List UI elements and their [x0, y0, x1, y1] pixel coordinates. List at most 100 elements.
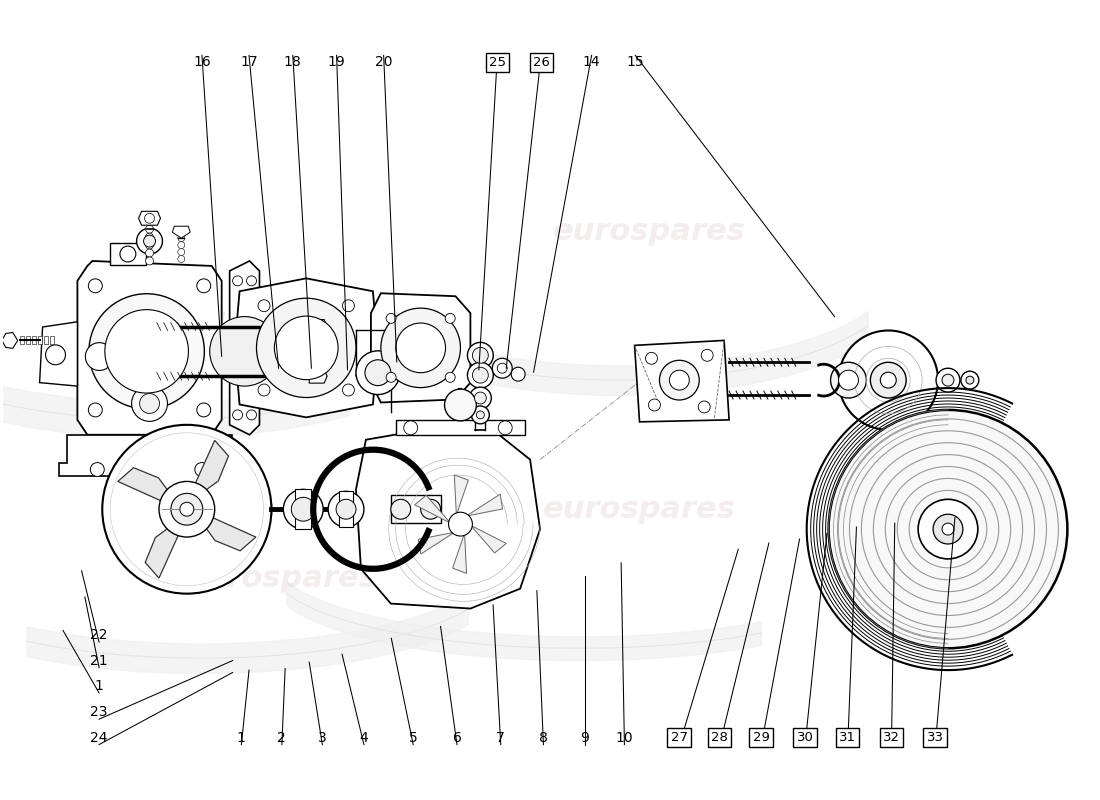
Circle shape — [88, 403, 102, 417]
Circle shape — [145, 233, 154, 241]
Text: 15: 15 — [627, 55, 645, 70]
Circle shape — [145, 226, 154, 233]
Text: 33: 33 — [926, 731, 944, 744]
Circle shape — [381, 308, 461, 387]
Text: 26: 26 — [532, 56, 550, 69]
Circle shape — [966, 376, 974, 384]
Circle shape — [258, 384, 270, 396]
Circle shape — [104, 310, 188, 393]
Circle shape — [870, 362, 906, 398]
Circle shape — [472, 347, 488, 363]
Text: 21: 21 — [90, 654, 108, 667]
Bar — [50, 337, 54, 344]
Text: 7: 7 — [496, 730, 505, 745]
Polygon shape — [371, 294, 471, 402]
Text: 30: 30 — [796, 731, 813, 744]
Circle shape — [180, 502, 194, 516]
Circle shape — [880, 372, 896, 388]
Polygon shape — [145, 521, 185, 578]
Bar — [110, 243, 146, 265]
Circle shape — [404, 421, 418, 434]
Text: 14: 14 — [583, 55, 601, 70]
Bar — [25, 337, 30, 344]
Polygon shape — [464, 494, 503, 518]
Text: 3: 3 — [318, 730, 327, 745]
Polygon shape — [356, 420, 540, 609]
Circle shape — [246, 276, 256, 286]
Bar — [20, 337, 24, 344]
Circle shape — [390, 499, 410, 519]
Circle shape — [342, 384, 354, 396]
Circle shape — [145, 249, 154, 257]
Circle shape — [132, 386, 167, 422]
Text: 5: 5 — [409, 730, 418, 745]
Polygon shape — [234, 278, 378, 418]
Text: 25: 25 — [490, 56, 506, 69]
Circle shape — [512, 367, 525, 381]
Circle shape — [365, 360, 390, 386]
Circle shape — [210, 317, 279, 386]
Text: 29: 29 — [752, 731, 770, 744]
Polygon shape — [2, 333, 18, 348]
Polygon shape — [118, 468, 175, 507]
Circle shape — [274, 316, 338, 380]
Polygon shape — [635, 341, 729, 422]
Circle shape — [698, 401, 711, 413]
Circle shape — [386, 372, 396, 382]
Text: eurospares: eurospares — [185, 564, 377, 594]
Bar — [44, 337, 47, 344]
Polygon shape — [199, 511, 256, 551]
Circle shape — [961, 371, 979, 389]
Circle shape — [386, 314, 396, 323]
Circle shape — [178, 234, 185, 242]
Circle shape — [145, 257, 154, 265]
Text: 8: 8 — [539, 730, 548, 745]
Polygon shape — [173, 226, 190, 238]
Polygon shape — [415, 495, 452, 524]
Polygon shape — [59, 434, 240, 477]
Circle shape — [420, 499, 441, 519]
Text: 17: 17 — [240, 55, 257, 70]
Text: 18: 18 — [284, 55, 301, 70]
Text: 31: 31 — [839, 731, 856, 744]
Circle shape — [942, 523, 954, 535]
Text: 24: 24 — [90, 730, 108, 745]
Bar — [32, 337, 35, 344]
Circle shape — [659, 360, 700, 400]
Circle shape — [470, 387, 492, 409]
Polygon shape — [77, 261, 222, 434]
Bar — [339, 491, 353, 527]
Text: eurospares: eurospares — [553, 217, 746, 246]
Circle shape — [232, 410, 243, 420]
Circle shape — [337, 499, 356, 519]
Text: eurospares: eurospares — [543, 494, 736, 524]
Circle shape — [942, 374, 954, 386]
Circle shape — [838, 370, 858, 390]
Text: 1: 1 — [236, 730, 245, 745]
Circle shape — [45, 345, 66, 365]
Circle shape — [472, 367, 488, 383]
Circle shape — [160, 482, 215, 537]
Circle shape — [195, 462, 209, 477]
Polygon shape — [452, 531, 466, 574]
Text: 4: 4 — [360, 730, 368, 745]
Text: 23: 23 — [90, 706, 108, 719]
Circle shape — [446, 372, 455, 382]
Bar — [390, 495, 441, 523]
Circle shape — [170, 494, 202, 525]
Polygon shape — [418, 531, 456, 554]
Polygon shape — [454, 475, 469, 518]
Text: 20: 20 — [375, 55, 393, 70]
Bar — [37, 337, 42, 344]
Circle shape — [474, 392, 486, 404]
Circle shape — [90, 462, 104, 477]
Text: 2: 2 — [277, 730, 286, 745]
Text: 16: 16 — [194, 55, 211, 70]
Circle shape — [646, 352, 658, 364]
Circle shape — [328, 491, 364, 527]
Circle shape — [444, 389, 476, 421]
Polygon shape — [189, 440, 229, 498]
Circle shape — [838, 330, 938, 430]
Circle shape — [144, 214, 154, 223]
Circle shape — [120, 246, 136, 262]
